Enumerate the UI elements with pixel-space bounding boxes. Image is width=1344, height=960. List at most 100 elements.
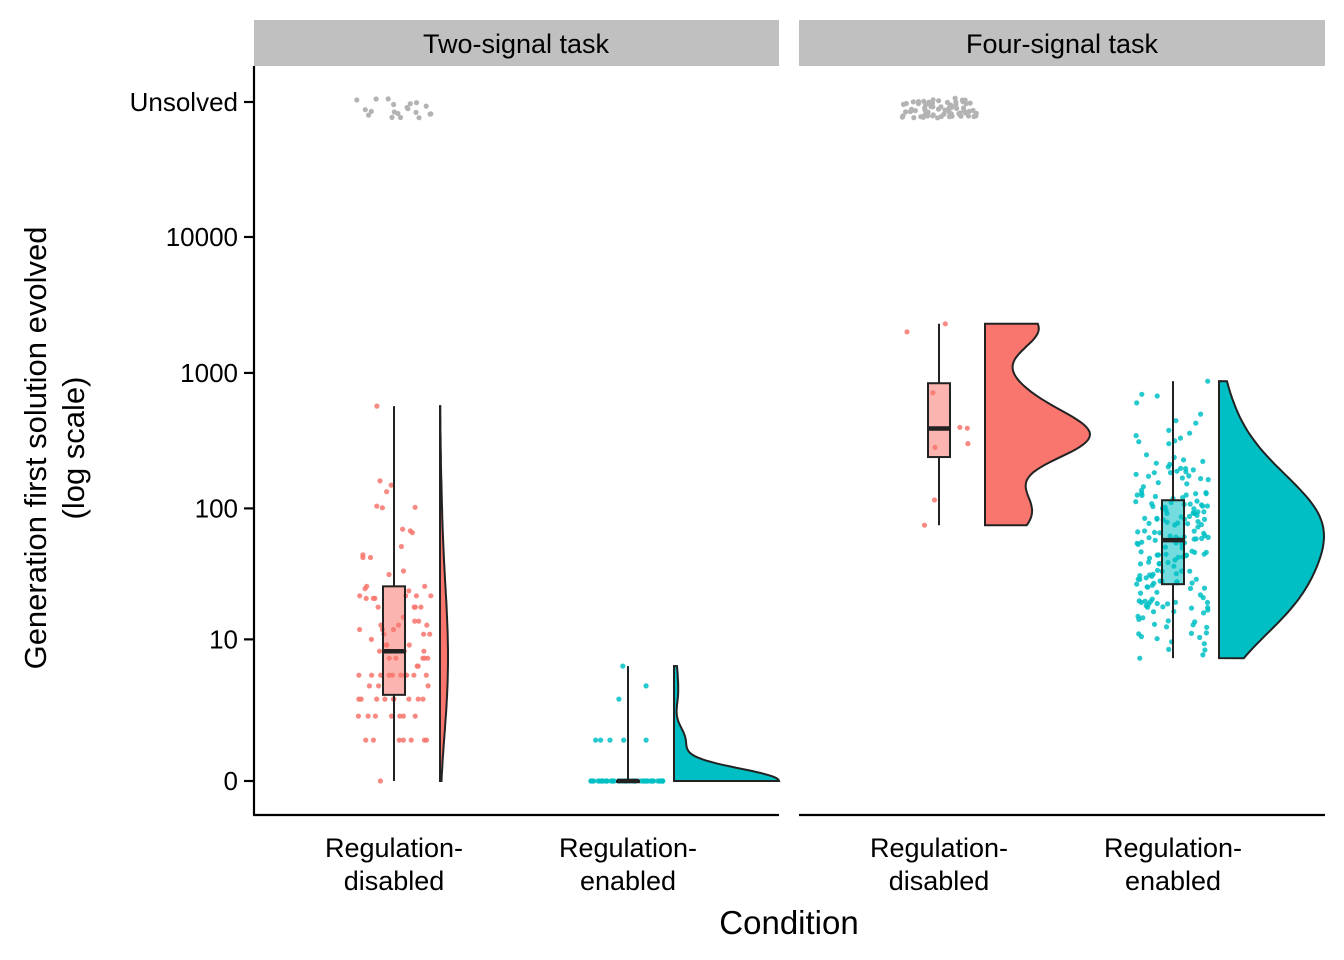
data-point [1154, 567, 1161, 573]
unsolved-point [971, 113, 977, 120]
data-point [1195, 524, 1201, 530]
unsolved-point [416, 115, 422, 121]
data-point [400, 737, 406, 743]
data-point [957, 424, 963, 430]
data-point [1184, 481, 1190, 487]
data-point [1154, 516, 1160, 522]
data-point [588, 778, 594, 784]
data-point [1203, 630, 1209, 636]
unsolved-point [903, 109, 909, 115]
y-tick-label: 10000 [166, 222, 238, 252]
data-point [1200, 503, 1206, 509]
facet-strip-two-signal [254, 20, 779, 66]
data-point [1193, 536, 1199, 542]
data-point [921, 522, 928, 528]
facet-strip-four-signal [799, 20, 1325, 66]
data-point [1139, 391, 1145, 397]
data-point [1151, 529, 1158, 536]
data-point [1189, 548, 1195, 554]
data-point [409, 530, 415, 536]
data-point [1149, 501, 1155, 507]
data-point [1190, 467, 1196, 473]
data-point [416, 618, 422, 624]
data-point [1200, 652, 1206, 658]
data-point [406, 642, 412, 648]
data-point [374, 696, 380, 702]
data-point [374, 403, 380, 409]
violin-half [673, 665, 781, 782]
data-point [1136, 439, 1142, 445]
data-point [965, 441, 971, 447]
data-point [643, 737, 649, 743]
unsolved-point [952, 95, 958, 101]
data-point [1201, 516, 1208, 523]
unsolved-point [920, 114, 926, 120]
unsolved-point [427, 111, 433, 117]
data-point [1134, 581, 1140, 587]
data-point [620, 663, 626, 669]
data-point [377, 478, 383, 484]
data-point [904, 329, 910, 335]
data-point [1143, 452, 1150, 458]
data-point [384, 489, 390, 495]
data-point [1145, 473, 1152, 479]
unsolved-point [373, 96, 379, 102]
data-point [1180, 495, 1186, 501]
data-point [1203, 491, 1209, 497]
data-point [1151, 580, 1157, 586]
data-point [649, 778, 655, 784]
data-point [1198, 411, 1204, 417]
data-point [1205, 607, 1211, 613]
unsolved-point [407, 101, 413, 107]
unsolved-point [928, 102, 934, 108]
unsolved-point [423, 103, 429, 109]
data-point [428, 593, 434, 599]
data-point [408, 737, 414, 743]
data-point [425, 655, 431, 661]
data-point [423, 672, 429, 678]
data-point [598, 737, 604, 743]
data-point [1198, 476, 1204, 482]
unsolved-point [915, 101, 922, 107]
data-point [1154, 393, 1160, 399]
data-point [1156, 561, 1162, 567]
data-point [1142, 528, 1148, 534]
unsolved-point [405, 106, 411, 112]
unsolved-point [354, 97, 360, 103]
data-point [358, 696, 364, 702]
data-point [1165, 618, 1171, 624]
data-point [1146, 559, 1152, 565]
y-tick-label: 100 [195, 493, 238, 523]
data-point [356, 672, 362, 678]
data-point [424, 622, 430, 628]
data-point [412, 504, 418, 510]
data-point [415, 696, 421, 702]
unsolved-point [965, 113, 972, 119]
data-point [1154, 636, 1160, 642]
data-point [1186, 473, 1192, 479]
data-point [1140, 484, 1146, 490]
x-tick-two-disabled-line-1: Regulation- [325, 833, 463, 863]
unsolved-point [938, 104, 944, 110]
data-point [374, 503, 380, 509]
unsolved-point [946, 114, 953, 120]
data-point [616, 696, 622, 702]
data-point [1178, 465, 1184, 471]
data-point [1139, 492, 1145, 498]
data-point [643, 778, 649, 784]
unsolved-point [385, 96, 391, 102]
data-point [1186, 513, 1193, 520]
data-point [593, 737, 599, 743]
violin-half [1218, 380, 1326, 660]
data-point [1134, 492, 1140, 498]
data-point [1180, 457, 1187, 463]
data-point [1187, 501, 1193, 507]
data-point [964, 425, 970, 431]
data-point [411, 672, 417, 678]
unsolved-point [413, 100, 420, 106]
data-point [413, 593, 419, 599]
data-point [366, 683, 372, 689]
data-point [398, 543, 404, 550]
x-tick-four-enabled-line-1: Regulation- [1104, 833, 1242, 863]
unsolved-point [391, 101, 397, 108]
